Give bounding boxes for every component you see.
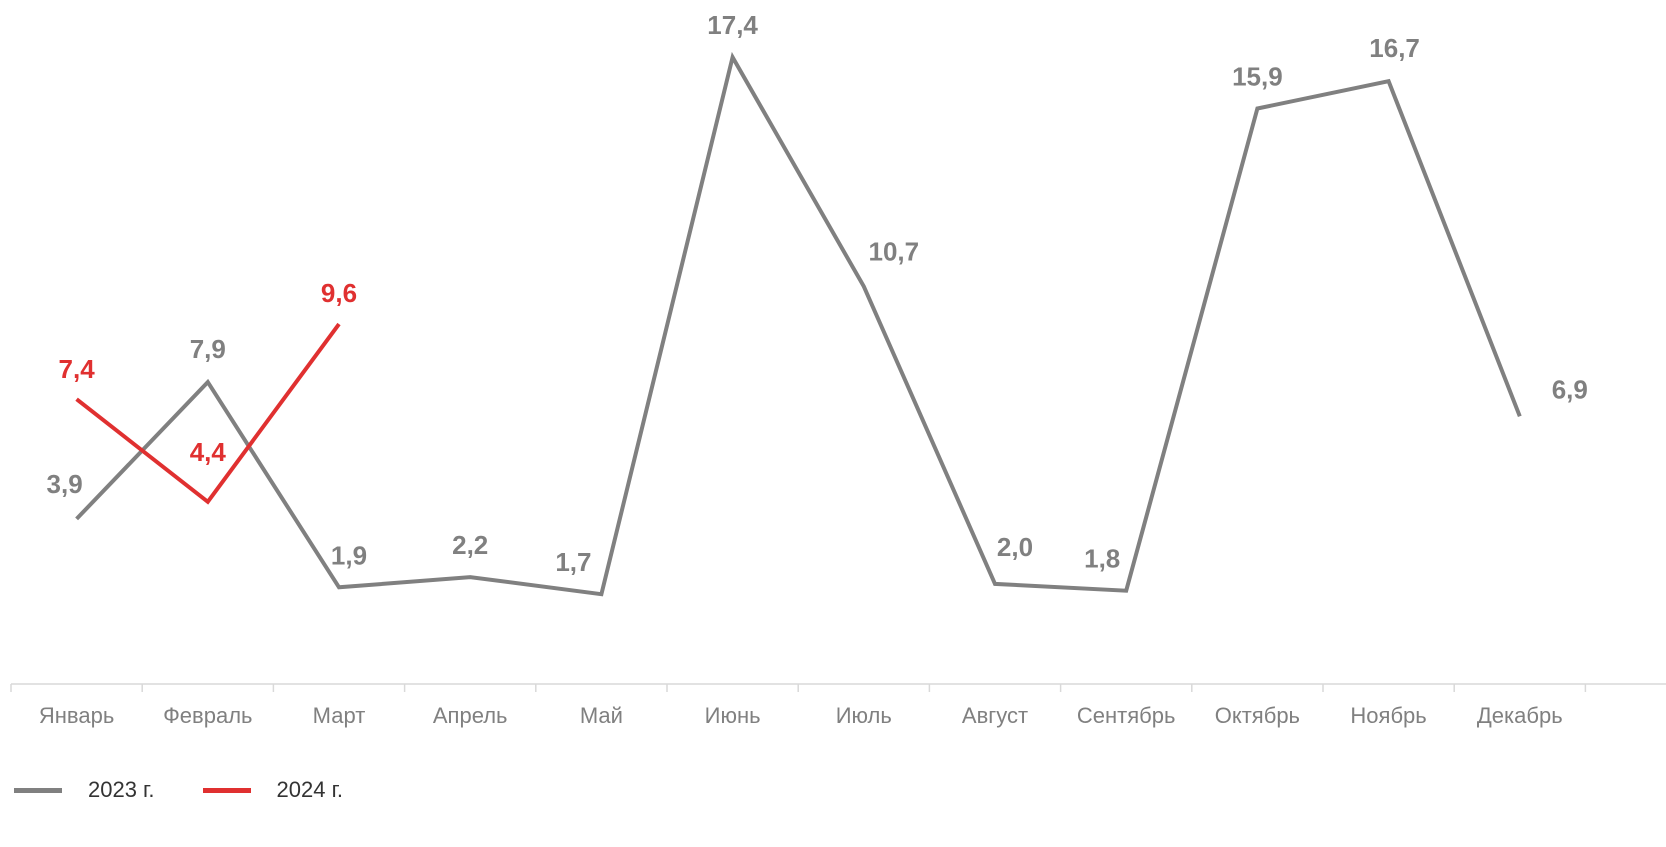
data-label: 7,9 [190,334,226,364]
data-label: 3,9 [47,469,83,499]
x-tick-label: Март [313,703,366,728]
x-axis-ticks [10,684,1587,692]
data-label: 15,9 [1232,62,1283,92]
data-labels: 3,9 7,9 1,9 2,2 1,7 17,4 10,7 2,0 1,8 15,9 16,7 6,9… [47,10,1588,577]
x-tick-label: Май [580,703,623,728]
x-tick-label: Август [962,703,1028,728]
data-label: 17,4 [707,10,758,40]
legend-item-2024: 2024 г. [202,777,344,803]
legend-swatch-2023 [14,787,62,793]
x-tick-label: Январь [39,703,114,728]
x-tick-label: Июль [836,703,892,728]
x-tick-label: Ноябрь [1350,703,1426,728]
x-tick-label: Октябрь [1215,703,1300,728]
x-tick-label: Сентябрь [1077,703,1176,728]
series-line-2024 [75,322,341,505]
data-label: 7,4 [59,354,96,384]
data-label: 16,7 [1369,33,1420,63]
data-label: 9,6 [321,278,357,308]
legend-item-2023: 2023 г. [14,777,155,803]
legend-label-2024: 2024 г. [276,777,344,802]
x-tick-label: Апрель [433,703,508,728]
x-tick-label: Июнь [705,703,761,728]
data-label: 1,7 [555,547,591,577]
data-label: 2,0 [997,532,1033,562]
data-label: 1,8 [1084,544,1120,574]
series-lines [75,51,1522,597]
x-tick-label: Декабрь [1477,703,1563,728]
legend-swatch-2024 [202,787,251,793]
data-label: 2,2 [452,530,488,560]
data-label: 1,9 [331,540,367,570]
x-tick-label: Февраль [163,703,252,728]
x-axis-labels: Январь Февраль Март Апрель Май Июнь Июль Август… [39,703,1563,728]
data-label: 6,9 [1552,374,1588,404]
series-line-2023 [75,51,1522,597]
data-label: 10,7 [868,236,919,266]
legend: 2023 г. 2024 г. [14,770,391,810]
data-label: 4,4 [190,437,227,467]
legend-label-2023: 2023 г. [88,777,155,802]
